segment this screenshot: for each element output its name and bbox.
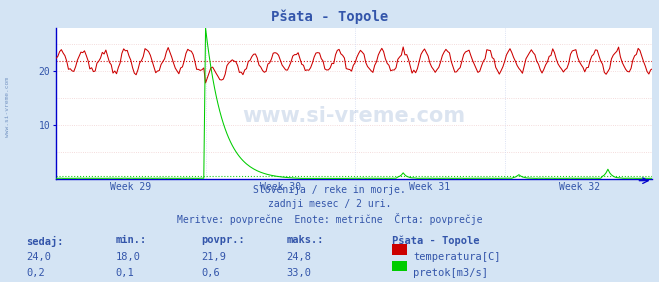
Text: sedaj:: sedaj: (26, 235, 64, 246)
Text: pretok[m3/s]: pretok[m3/s] (413, 268, 488, 278)
Text: Slovenija / reke in morje.: Slovenija / reke in morje. (253, 185, 406, 195)
Text: 21,9: 21,9 (201, 252, 226, 262)
Text: 24,0: 24,0 (26, 252, 51, 262)
Text: 0,2: 0,2 (26, 268, 45, 278)
Text: Meritve: povprečne  Enote: metrične  Črta: povprečje: Meritve: povprečne Enote: metrične Črta:… (177, 213, 482, 225)
Text: 24,8: 24,8 (287, 252, 312, 262)
Text: www.si-vreme.com: www.si-vreme.com (5, 77, 11, 137)
Text: povpr.:: povpr.: (201, 235, 244, 245)
Text: min.:: min.: (115, 235, 146, 245)
Text: 0,6: 0,6 (201, 268, 219, 278)
Text: temperatura[C]: temperatura[C] (413, 252, 501, 262)
Text: Pšata - Topole: Pšata - Topole (392, 235, 480, 246)
Text: maks.:: maks.: (287, 235, 324, 245)
Text: 33,0: 33,0 (287, 268, 312, 278)
Text: zadnji mesec / 2 uri.: zadnji mesec / 2 uri. (268, 199, 391, 209)
Text: Pšata - Topole: Pšata - Topole (271, 10, 388, 24)
Text: 18,0: 18,0 (115, 252, 140, 262)
Text: www.si-vreme.com: www.si-vreme.com (243, 106, 466, 126)
Text: 0,1: 0,1 (115, 268, 134, 278)
